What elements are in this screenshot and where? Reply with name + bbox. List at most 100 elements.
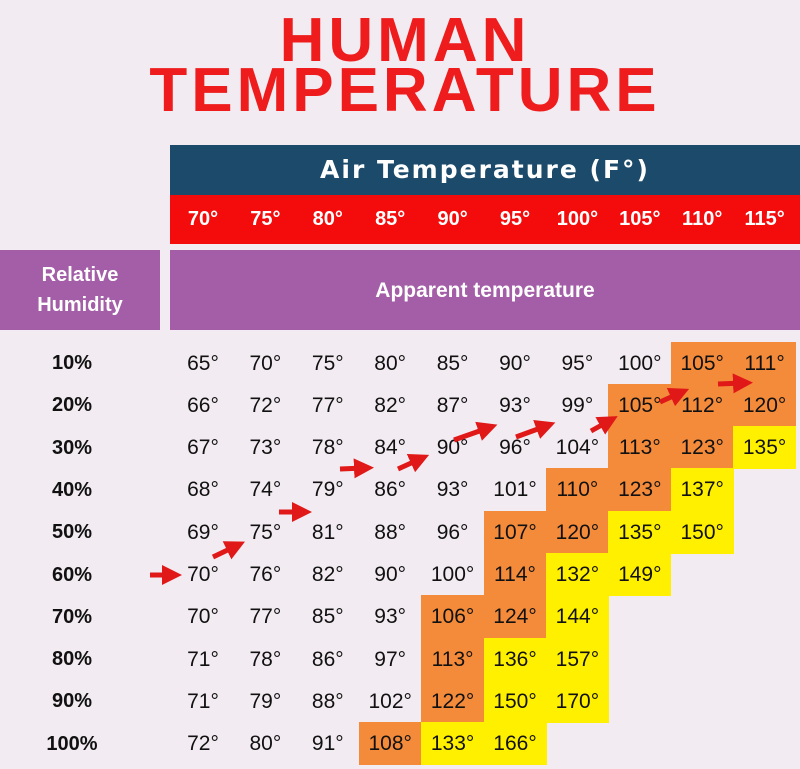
apparent-temperature-cell: 75° bbox=[249, 520, 282, 544]
apparent-temperature-cell: 85° bbox=[311, 605, 344, 629]
relative-humidity-label: Relative Humidity bbox=[37, 264, 123, 316]
apparent-temperature-cell: 123° bbox=[608, 468, 672, 512]
apparent-temperature-cell: 70° bbox=[187, 563, 219, 586]
apparent-temperature-cell: 88° bbox=[374, 520, 407, 544]
apparent-temperature-cell: 96° bbox=[499, 436, 531, 460]
apparent-temperature-cell: 113° bbox=[608, 426, 672, 470]
column-tick-label: 70° bbox=[187, 208, 219, 230]
apparent-temperature-cell: 100° bbox=[430, 563, 475, 586]
column-tick-label: 85° bbox=[375, 208, 406, 230]
row-label: 30% bbox=[51, 436, 93, 459]
column-tick-label: 115° bbox=[744, 208, 785, 230]
apparent-temperature-cell: 123° bbox=[670, 426, 734, 470]
row-label: 10% bbox=[51, 352, 93, 374]
apparent-temperature-cell: 72° bbox=[187, 732, 219, 756]
apparent-temperature-cell: 100° bbox=[618, 351, 662, 375]
column-tick-label: 80° bbox=[312, 208, 343, 230]
apparent-temperature-cell: 91° bbox=[311, 732, 344, 756]
relative-humidity-header: Relative Humidity bbox=[0, 250, 160, 330]
apparent-temperature-cell: 120° bbox=[545, 510, 609, 554]
apparent-temperature-cell: 79° bbox=[249, 689, 282, 713]
air-temperature-header: Air Temperature (F°) bbox=[170, 145, 800, 195]
apparent-temperature-cell: 78° bbox=[249, 647, 282, 671]
apparent-temperature-cell: 133° bbox=[421, 722, 485, 766]
apparent-temperature-cell: 99° bbox=[561, 393, 594, 417]
apparent-temperature-cell: 137° bbox=[670, 468, 734, 512]
apparent-temperature-cell: 113° bbox=[421, 637, 485, 681]
apparent-temperature-cell: 71° bbox=[187, 647, 219, 671]
apparent-temperature-cell: 86° bbox=[374, 478, 407, 502]
apparent-temperature-cell: 166° bbox=[483, 722, 547, 766]
apparent-temperature-cell: 135° bbox=[608, 510, 672, 554]
apparent-temperature-cell: 87° bbox=[436, 393, 469, 417]
apparent-temperature-cell: 70° bbox=[249, 351, 282, 375]
apparent-temperature-cell: 88° bbox=[311, 689, 344, 713]
apparent-temperature-cell: 69° bbox=[187, 520, 219, 544]
title-line-2: TEMPERATURE bbox=[149, 56, 661, 125]
apparent-temperature-cell: 104° bbox=[555, 436, 600, 460]
column-tick-label: 90° bbox=[437, 208, 468, 230]
row-label: 20% bbox=[51, 394, 93, 417]
apparent-temperature-cell: 132° bbox=[545, 553, 609, 596]
apparent-temperature-cell: 85° bbox=[436, 351, 469, 375]
apparent-temperature-cell: 135° bbox=[733, 426, 797, 470]
row-label: 80% bbox=[51, 648, 93, 671]
apparent-temperature-cell: 72° bbox=[249, 393, 282, 417]
apparent-temperature-cell: 102° bbox=[368, 689, 412, 713]
apparent-temperature-cell: 93° bbox=[436, 478, 469, 502]
row-label: 90% bbox=[51, 690, 93, 713]
apparent-temperature-cell: 68° bbox=[187, 478, 219, 502]
apparent-temperature-cell: 80° bbox=[249, 732, 282, 756]
apparent-temperature-cell: 75° bbox=[311, 351, 344, 375]
apparent-temperature-cell: 79° bbox=[311, 478, 344, 502]
apparent-temperature-cell: 112° bbox=[670, 383, 734, 427]
apparent-temperature-cell: 67° bbox=[187, 436, 219, 460]
apparent-temperature-cell: 93° bbox=[499, 393, 531, 417]
apparent-temperature-cell: 82° bbox=[374, 393, 407, 417]
apparent-temperature-cell: 97° bbox=[374, 647, 407, 671]
apparent-temperature-cell: 136° bbox=[483, 637, 547, 681]
row-label: 50% bbox=[51, 521, 93, 544]
apparent-temperature-cell: 70° bbox=[187, 605, 219, 629]
apparent-temperature-cell: 122° bbox=[421, 679, 485, 723]
apparent-temperature-cell: 84° bbox=[374, 436, 407, 460]
apparent-temperature-cell: 108° bbox=[358, 722, 422, 766]
apparent-temperature-cell: 86° bbox=[311, 647, 344, 671]
apparent-temperature-cell: 107° bbox=[483, 510, 547, 554]
apparent-temperature-cell: 170° bbox=[545, 679, 609, 723]
apparent-temperature-cell: 81° bbox=[311, 520, 344, 544]
apparent-temperature-cell: 124° bbox=[483, 595, 547, 639]
row-label: 100% bbox=[46, 732, 98, 755]
apparent-temperature-cell: 80° bbox=[374, 351, 407, 375]
apparent-temperature-cell: 105° bbox=[608, 383, 672, 427]
apparent-temperature-cell: 101° bbox=[493, 478, 537, 502]
apparent-temperature-cell: 96° bbox=[436, 520, 469, 544]
column-tick-label: 100° bbox=[556, 208, 599, 230]
column-header-bar: 70° 75° 80° 85° 90° 95° 100° 105° 110° 115° bbox=[170, 195, 800, 244]
apparent-temperature-cell: 149° bbox=[608, 553, 672, 596]
apparent-temperature-cell: 65° bbox=[187, 351, 219, 375]
apparent-temperature-cell: 77° bbox=[311, 393, 344, 417]
apparent-temperature-cell: 73° bbox=[249, 436, 282, 460]
apparent-temperature-cell: 76° bbox=[249, 563, 282, 586]
apparent-temperature-cell: 71° bbox=[187, 689, 219, 713]
apparent-temperature-cell: 105° bbox=[670, 341, 734, 385]
apparent-temperature-cell: 74° bbox=[249, 478, 282, 502]
apparent-temperature-cell: 120° bbox=[733, 383, 797, 427]
apparent-temperature-header: Apparent temperature bbox=[170, 250, 800, 330]
apparent-temperature-cell: 111° bbox=[733, 341, 797, 385]
column-tick-label: 105° bbox=[619, 208, 661, 230]
row-label: 40% bbox=[51, 478, 93, 501]
row-label: 60% bbox=[51, 563, 93, 586]
apparent-temperature-cell: 114° bbox=[483, 553, 547, 596]
row-label: 70% bbox=[51, 605, 93, 628]
apparent-temperature-cell: 90° bbox=[499, 351, 531, 375]
apparent-temperature-cell: 77° bbox=[249, 605, 282, 629]
apparent-temperature-cell: 90° bbox=[374, 563, 407, 586]
column-tick-label: 75° bbox=[250, 208, 281, 230]
apparent-temperature-cell: 93° bbox=[374, 605, 407, 629]
apparent-temperature-cell: 150° bbox=[670, 510, 734, 554]
apparent-temperature-cell: 78° bbox=[311, 436, 344, 460]
apparent-temperature-cell: 90° bbox=[436, 436, 469, 460]
apparent-temperature-cell: 66° bbox=[187, 393, 219, 417]
